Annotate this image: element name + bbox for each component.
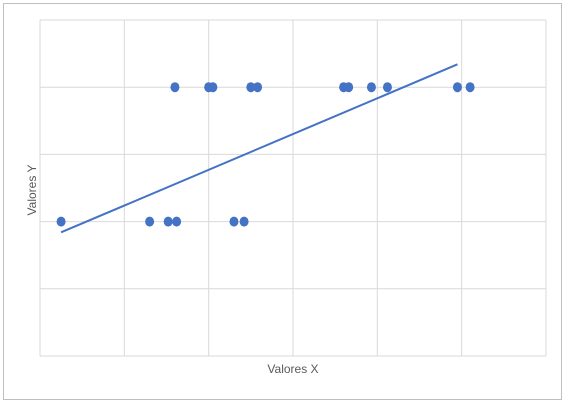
data-point bbox=[253, 82, 263, 93]
x-axis-label: Valores X bbox=[267, 362, 318, 376]
gridlines bbox=[39, 19, 547, 357]
data-points bbox=[56, 82, 475, 227]
data-point bbox=[208, 82, 218, 93]
data-point bbox=[229, 216, 239, 227]
data-point bbox=[465, 82, 475, 93]
data-point bbox=[366, 82, 376, 93]
trendline bbox=[60, 63, 458, 234]
y-axis-label: Valores Y bbox=[25, 165, 39, 216]
data-point bbox=[56, 216, 66, 227]
data-point bbox=[239, 216, 249, 227]
data-point bbox=[344, 82, 354, 93]
data-point bbox=[452, 82, 462, 93]
data-point bbox=[145, 216, 155, 227]
data-point bbox=[170, 82, 180, 93]
data-point bbox=[246, 82, 256, 93]
data-point bbox=[172, 216, 182, 227]
chart-frame bbox=[3, 3, 562, 400]
trendline-layer bbox=[60, 63, 458, 234]
data-point bbox=[382, 82, 392, 93]
data-point bbox=[163, 216, 173, 227]
